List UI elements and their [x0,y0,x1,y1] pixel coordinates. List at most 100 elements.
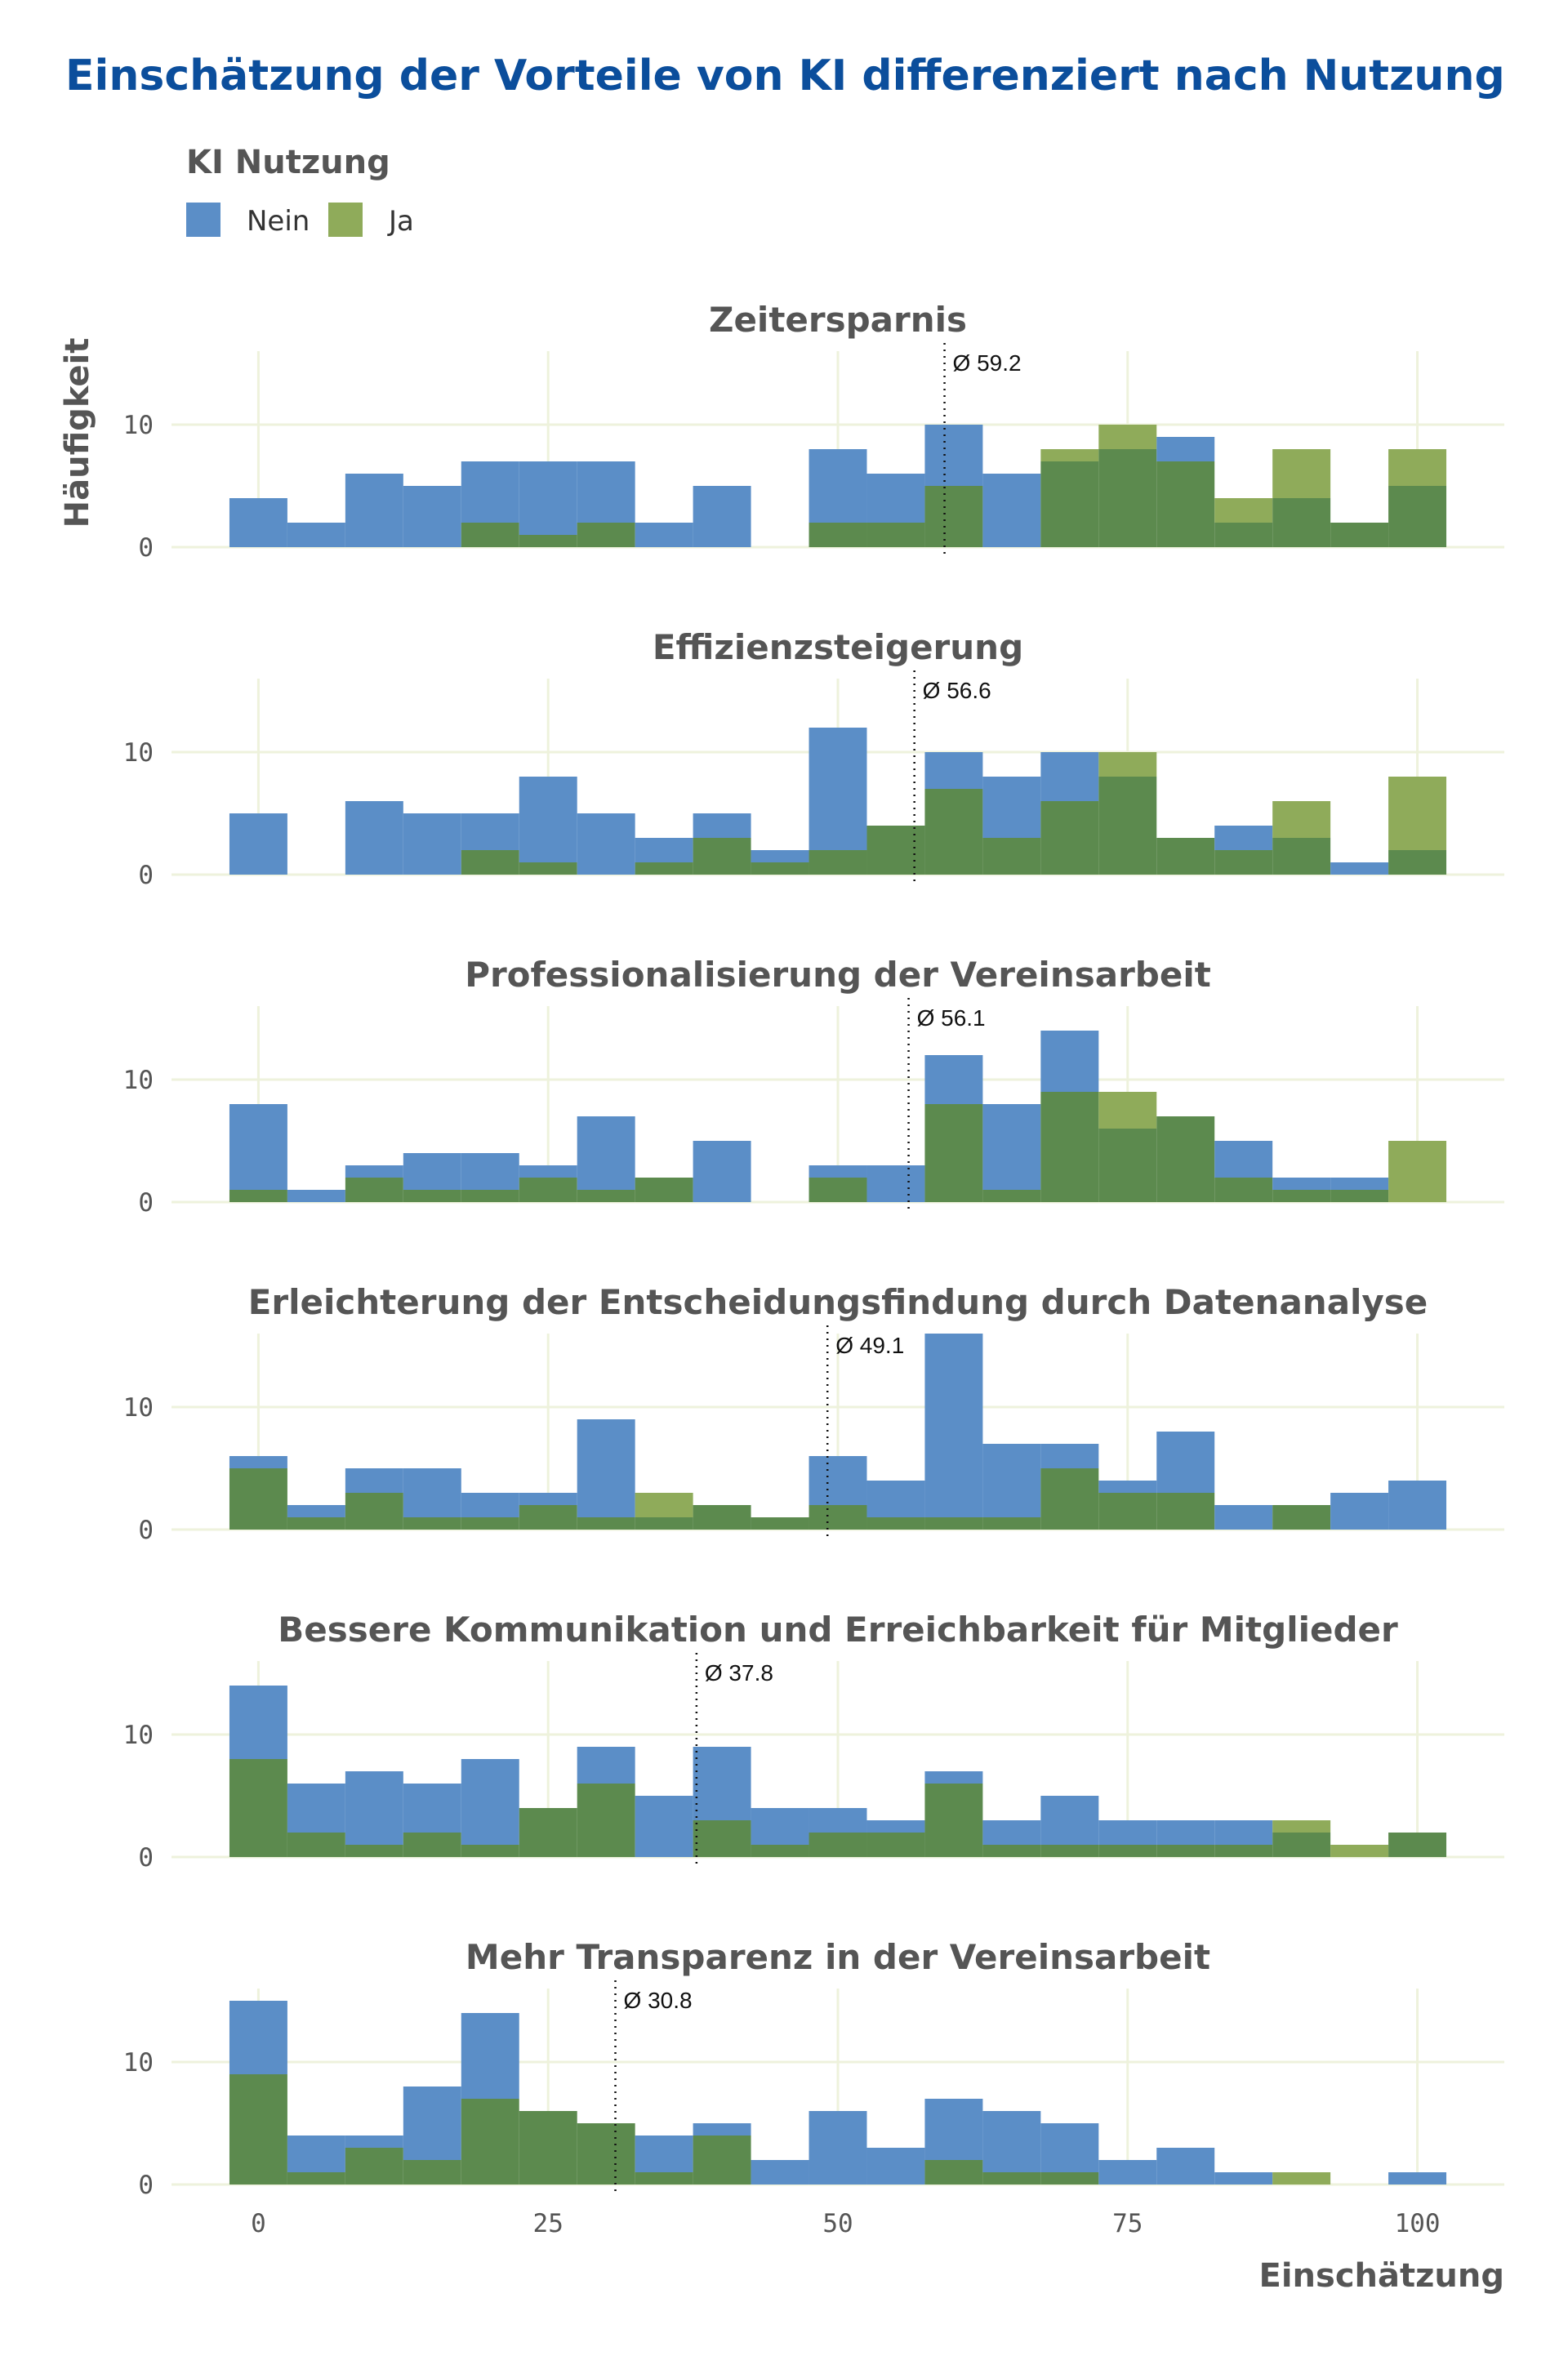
bar-nein [982,1444,1041,1517]
bar-nein [403,1784,461,1833]
bar-nein [403,1468,461,1517]
y-tick-label: 0 [138,861,154,890]
bar-nein [229,2001,287,2074]
bar-overlap [1098,1845,1157,1857]
bar-overlap [1330,1190,1389,1202]
bar-overlap [461,850,519,875]
bar-nein [345,1771,403,1845]
bar-nein [461,461,519,523]
bar-overlap [982,1845,1041,1857]
panel-title: Erleichterung der Entscheidungsfindung d… [248,1282,1428,1322]
bar-nein [924,1771,983,1784]
panel-title: Bessere Kommunikation und Erreichbarkeit… [278,1610,1398,1650]
bar-overlap [229,1759,287,1857]
bar-nein [924,752,983,789]
bar-nein [519,1165,577,1178]
bar-nein [461,2013,519,2099]
bar-nein [982,2111,1041,2172]
bar-overlap [1098,777,1157,875]
bar-ja [1272,2172,1331,2185]
bar-overlap [1214,1178,1273,1202]
bar-nein [751,2160,809,2185]
bar-nein [1156,1432,1215,1493]
y-tick-label: 0 [138,1516,154,1545]
x-tick-label: 25 [533,2209,564,2238]
bar-overlap [866,1833,925,1857]
bar-overlap [519,862,577,875]
bar-nein [461,1759,519,1845]
bar-overlap [519,535,577,547]
bar-nein [1098,1820,1157,1845]
bar-overlap [924,2160,983,2185]
bar-nein [866,2148,925,2185]
bar-nein [1098,1481,1157,1493]
bar-nein [345,1468,403,1493]
panel-4: Erleichterung der Entscheidungsfindung d… [123,1282,1504,1545]
bar-overlap [1272,498,1331,547]
bar-nein [287,1784,345,1833]
bar-overlap [866,523,925,547]
bar-nein [1040,2123,1099,2172]
bar-nein [924,2099,983,2160]
y-tick-label: 0 [138,533,154,563]
bar-nein [229,1456,287,1468]
bar-nein [1214,2172,1273,2185]
bar-nein [577,1116,635,1190]
bar-ja [1388,449,1447,486]
bar-overlap [345,2148,403,2185]
bar-overlap [635,1178,693,1202]
bar-nein [577,1419,635,1517]
bar-nein [229,1104,287,1190]
bar-overlap [461,1190,519,1202]
x-tick-label: 50 [822,2209,853,2238]
bar-overlap [577,2123,635,2185]
bar-nein [287,1190,345,1202]
bar-nein [1040,1031,1099,1092]
bar-overlap [808,523,867,547]
y-tick-label: 10 [123,1393,154,1423]
bar-nein [635,523,693,547]
bar-overlap [577,1517,635,1530]
bar-overlap [1040,461,1099,547]
bar-overlap [345,1493,403,1530]
bar-nein [1156,2148,1215,2185]
bar-overlap [808,850,867,875]
bar-nein [403,486,461,547]
bar-nein [808,2111,867,2185]
mean-label: Ø 49.1 [835,1333,904,1358]
bar-nein [808,728,867,850]
bar-overlap [751,1845,809,1857]
bar-nein [1272,1178,1331,1190]
bar-overlap [461,523,519,547]
bar-nein [519,461,577,535]
bar-overlap [577,1190,635,1202]
x-axis-label: Einschätzung [1259,2257,1505,2295]
bar-overlap [1098,449,1157,547]
panel-title: Effizienzsteigerung [653,627,1023,667]
bar-nein [635,2136,693,2172]
bar-overlap [982,838,1041,875]
bar-overlap [1156,838,1215,875]
bar-overlap [1388,486,1447,547]
bar-nein [287,1505,345,1517]
bar-overlap [982,1517,1041,1530]
panel-1: Zeitersparnis 0 10 Ø 59.2 [123,300,1504,563]
bar-overlap [461,2099,519,2185]
bar-nein [751,1808,809,1845]
bar-nein [519,1493,577,1505]
bar-overlap [1330,523,1389,547]
mean-label: Ø 30.8 [624,1988,693,2013]
legend-title: KI Nutzung [186,144,390,181]
mean-label: Ø 56.1 [917,1005,986,1031]
bar-nein [924,1055,983,1104]
bar-nein [461,1493,519,1517]
bar-overlap [1214,1845,1273,1857]
bar-nein [693,2123,751,2136]
legend-swatch-ja [328,203,363,237]
y-tick-label: 0 [138,1843,154,1873]
bar-nein [1040,1796,1099,1845]
bar-nein [982,777,1041,838]
bar-overlap [229,1468,287,1530]
